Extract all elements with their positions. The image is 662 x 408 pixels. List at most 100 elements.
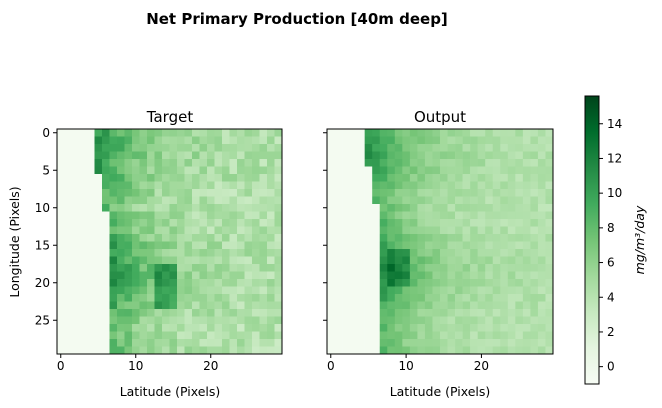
x-tick-label: 0 — [57, 359, 65, 373]
colorbar-tick-label: 2 — [607, 325, 615, 339]
heat-cell — [94, 241, 103, 250]
heat-cell — [462, 151, 471, 160]
heat-cell — [364, 189, 373, 197]
heat-cell — [477, 204, 486, 212]
heat-cell — [500, 204, 509, 212]
heat-cell — [117, 256, 125, 265]
heat-cell — [117, 136, 125, 145]
heat-cell — [72, 204, 80, 212]
heat-cell — [64, 211, 73, 220]
heat-cell — [192, 211, 200, 220]
heat-cell — [364, 346, 373, 355]
heat-cell — [409, 241, 418, 250]
heat-cell — [349, 294, 358, 302]
heat-cell — [327, 301, 335, 310]
heat-cell — [267, 204, 275, 212]
heat-cell — [357, 241, 365, 250]
heat-cell — [207, 159, 215, 167]
heat-cell — [417, 144, 426, 152]
heat-cell — [500, 226, 509, 235]
heat-cell — [124, 294, 133, 302]
heat-cell — [402, 196, 411, 205]
heat-cell — [147, 316, 155, 325]
target-x-axis-label: Latitude (Pixels) — [120, 384, 221, 399]
heat-cell — [342, 234, 350, 242]
heat-cell — [492, 346, 501, 355]
heat-cell — [357, 159, 365, 167]
heat-cell — [537, 234, 546, 242]
heat-cell — [192, 151, 200, 160]
heat-cell — [147, 136, 155, 145]
heat-cell — [267, 181, 275, 190]
heat-cell — [87, 159, 95, 167]
heat-cell — [522, 249, 531, 257]
heat-cell — [154, 241, 163, 250]
heat-cell — [417, 301, 426, 310]
heat-cell — [462, 294, 471, 302]
heat-cell — [229, 219, 238, 227]
heat-cell — [72, 256, 80, 265]
heat-cell — [507, 181, 516, 190]
heat-cell — [64, 346, 73, 355]
heat-cell — [117, 159, 125, 167]
heat-cell — [530, 196, 539, 205]
heat-cell — [387, 331, 396, 340]
heat-cell — [124, 129, 133, 137]
heat-cell — [349, 189, 358, 197]
heat-cell — [462, 301, 471, 310]
heat-cell — [364, 181, 373, 190]
heat-cell — [500, 189, 509, 197]
heat-cell — [162, 144, 170, 152]
heat-cell — [139, 324, 148, 332]
heat-cell — [530, 144, 539, 152]
heat-cell — [259, 226, 268, 235]
heat-cell — [522, 339, 531, 347]
heat-cell — [259, 234, 268, 242]
heat-cell — [207, 264, 215, 272]
heat-cell — [162, 339, 170, 347]
heat-cell — [492, 324, 501, 332]
heat-cell — [492, 294, 501, 302]
heat-cell — [440, 196, 448, 205]
heat-cell — [440, 144, 448, 152]
heat-cell — [507, 301, 516, 310]
heat-cell — [117, 151, 125, 160]
heat-cell — [57, 264, 65, 272]
figure-suptitle: Net Primary Production [40m deep] — [146, 10, 448, 28]
heat-cell — [109, 339, 118, 347]
heat-cell — [530, 256, 539, 265]
heat-cell — [214, 331, 223, 340]
heat-cell — [537, 279, 546, 287]
heat-cell — [485, 309, 494, 317]
heat-cell — [214, 271, 223, 280]
heat-cell — [372, 151, 381, 160]
heat-cell — [477, 264, 486, 272]
heat-cell — [357, 151, 365, 160]
heat-cell — [162, 234, 170, 242]
heat-cell — [199, 196, 208, 205]
heat-cell — [372, 279, 381, 287]
heat-cell — [447, 234, 456, 242]
heat-cell — [237, 256, 245, 265]
heat-cell — [485, 286, 494, 295]
heat-cell — [402, 256, 411, 265]
heat-cell — [357, 346, 365, 355]
heat-cell — [402, 264, 411, 272]
heat-cell — [124, 144, 133, 152]
heat-cell — [244, 234, 253, 242]
heat-cell — [79, 196, 88, 205]
heat-cell — [79, 189, 88, 197]
heat-cell — [432, 159, 441, 167]
heat-cell — [394, 136, 403, 145]
heat-cell — [477, 211, 486, 220]
heat-cell — [102, 129, 110, 137]
heat-cell — [492, 264, 501, 272]
heat-cell — [477, 339, 486, 347]
heat-cell — [267, 301, 275, 310]
heat-cell — [154, 211, 163, 220]
heat-cell — [515, 129, 524, 137]
heat-cell — [417, 339, 426, 347]
heat-cell — [500, 144, 509, 152]
heat-cell — [252, 129, 260, 137]
heat-cell — [94, 271, 103, 280]
